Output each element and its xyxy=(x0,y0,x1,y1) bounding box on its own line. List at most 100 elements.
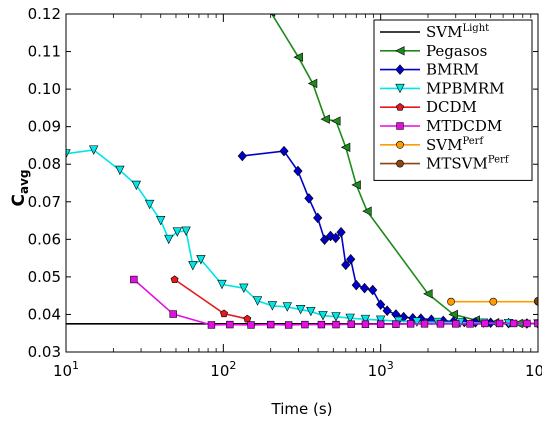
data-point-5-8 xyxy=(317,320,326,329)
data-point-2-3 xyxy=(304,193,314,204)
legend: SVMLightPegasosBMRMMPBMRMDCDMMTDCDMSVMPe… xyxy=(373,19,533,181)
data-point-5-22 xyxy=(523,319,531,328)
data-point-3-13 xyxy=(252,296,263,306)
data-point-4-0 xyxy=(170,275,179,283)
y-tick-label-1: 0.04 xyxy=(28,305,61,323)
y-tick-label-7: 0.10 xyxy=(28,80,61,98)
y-tick-label-0: 0.03 xyxy=(28,343,61,361)
legend-marker-3 xyxy=(395,83,405,94)
legend-item-1: Pegasos xyxy=(380,42,487,60)
data-point-5-16 xyxy=(436,320,445,328)
data-point-2-10 xyxy=(346,253,356,265)
data-point-5-20 xyxy=(495,319,504,328)
legend-marker-5 xyxy=(396,122,404,130)
legend-box xyxy=(373,19,533,181)
data-point-3-7 xyxy=(172,227,183,237)
data-point-2-14 xyxy=(376,299,386,310)
legend-marker-1 xyxy=(395,46,405,56)
data-point-5-15 xyxy=(420,320,429,328)
data-point-3-2 xyxy=(115,165,125,176)
data-point-2-9 xyxy=(341,259,351,271)
data-point-3-16 xyxy=(295,305,306,315)
data-point-5-18 xyxy=(466,320,474,328)
data-point-1-7 xyxy=(362,206,372,216)
legend-label-5: MTDCDM xyxy=(426,117,502,135)
data-point-1-6 xyxy=(351,180,361,190)
data-point-3-6 xyxy=(164,234,174,245)
legend-label-2: BMRM xyxy=(426,61,479,79)
data-point-2-5 xyxy=(319,234,330,245)
svg-text:Cavg: Cavg xyxy=(9,170,31,207)
data-point-5-7 xyxy=(301,320,309,329)
data-point-3-8 xyxy=(181,226,191,236)
data-point-5-11 xyxy=(361,320,370,328)
legend-marker-7 xyxy=(396,159,404,168)
data-point-5-21 xyxy=(509,319,518,328)
series-5 xyxy=(130,275,538,329)
data-point-3-11 xyxy=(217,279,227,290)
series-4 xyxy=(170,275,252,323)
data-point-2-8 xyxy=(336,226,346,238)
data-point-5-13 xyxy=(392,320,400,328)
legend-item-7: MTSVMPerf xyxy=(380,155,510,173)
data-point-1-3 xyxy=(320,114,330,124)
plot-frame xyxy=(65,13,539,353)
data-point-2-4 xyxy=(313,212,323,224)
data-point-5-12 xyxy=(376,320,385,328)
y-tick-label-2: 0.05 xyxy=(28,268,61,286)
data-point-3-21 xyxy=(360,314,371,325)
data-point-5-5 xyxy=(266,320,275,329)
data-point-5-4 xyxy=(247,321,255,329)
data-point-1-8 xyxy=(423,289,433,299)
axes-layer: 0.03 0.04 0.05 0.06 0.07 0.08 0.09 0.10 0.11 0.12… xyxy=(28,5,542,380)
y-axis-label-main: C xyxy=(9,194,29,206)
data-point-3-5 xyxy=(156,216,166,226)
legend-label-3: MPBMRM xyxy=(426,79,505,97)
series-7 xyxy=(534,297,538,305)
data-point-2-7 xyxy=(331,232,341,244)
data-point-3-19 xyxy=(331,312,341,322)
legend-item-2: BMRM xyxy=(380,61,479,79)
data-point-5-9 xyxy=(332,320,340,329)
data-point-2-12 xyxy=(359,282,370,294)
data-point-2-0 xyxy=(237,150,247,162)
data-point-2-11 xyxy=(351,279,361,291)
y-tick-label-5: 0.08 xyxy=(28,155,61,173)
y-axis-label: Cavg xyxy=(9,170,31,207)
data-point-3-18 xyxy=(318,311,328,321)
data-point-3-24 xyxy=(412,317,422,327)
data-point-5-3 xyxy=(226,320,234,329)
data-point-5-10 xyxy=(347,320,355,328)
data-point-3-15 xyxy=(282,302,292,312)
legend-item-6: SVMPerf xyxy=(380,136,484,154)
x-tick-label-1: 102 xyxy=(210,359,236,380)
series-layer xyxy=(66,14,538,329)
data-point-3-12 xyxy=(239,283,249,294)
data-point-6-0 xyxy=(447,297,455,306)
x-tick-label-0: 101 xyxy=(53,359,79,380)
x-tick-label-2: 103 xyxy=(368,359,394,380)
data-point-3-4 xyxy=(144,199,155,210)
x-tick-label-3: 104 xyxy=(525,359,542,380)
data-point-1-4 xyxy=(331,116,341,126)
y-tick-label-8: 0.11 xyxy=(28,43,61,61)
data-point-7-0 xyxy=(534,297,538,305)
data-point-3-9 xyxy=(188,261,198,271)
data-point-5-0 xyxy=(130,275,138,284)
legend-item-0: SVMLight xyxy=(380,23,489,41)
y-axis-label-sub: avg xyxy=(17,170,31,195)
data-point-5-14 xyxy=(406,320,415,328)
y-tick-label-3: 0.06 xyxy=(28,230,61,248)
data-point-6-1 xyxy=(489,297,498,306)
legend-marker-2 xyxy=(395,64,405,75)
data-point-5-17 xyxy=(452,320,460,328)
data-point-3-22 xyxy=(375,315,386,325)
data-point-3-3 xyxy=(131,180,142,191)
legend-marker-6 xyxy=(396,140,404,149)
data-point-1-2 xyxy=(307,78,318,89)
legend-marker-4 xyxy=(396,103,404,111)
data-point-5-19 xyxy=(481,319,489,328)
legend-item-3: MPBMRM xyxy=(380,79,505,97)
data-point-3-17 xyxy=(306,306,316,317)
data-point-3-20 xyxy=(345,313,355,324)
